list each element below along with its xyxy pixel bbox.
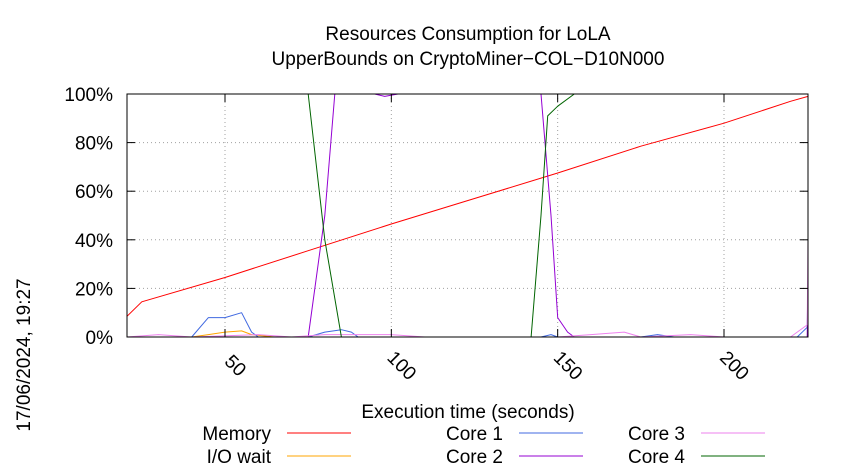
y-tick-label: 60% bbox=[75, 182, 113, 203]
y-tick-label: 100% bbox=[64, 85, 113, 106]
x-tick-label: 200 bbox=[715, 347, 752, 384]
series-line-core-4 bbox=[126, 93, 808, 338]
legend-label: Core 1 bbox=[446, 424, 503, 445]
series-layer bbox=[126, 93, 809, 338]
legend-label: Memory bbox=[202, 424, 271, 445]
legend-label: Core 2 bbox=[446, 447, 503, 468]
y-tick-label: 80% bbox=[75, 134, 113, 155]
x-tick-label: 100 bbox=[383, 347, 420, 384]
date-stamp: 17/06/2024, 19:27 bbox=[14, 278, 35, 431]
y-tick-label: 0% bbox=[86, 328, 114, 349]
x-tick-label: 50 bbox=[220, 351, 250, 381]
axis-ticks: 0% 20% 40% 60% 80% 100% 50 100 150 200 bbox=[64, 85, 808, 385]
plot-frame bbox=[126, 93, 809, 338]
y-tick-label: 40% bbox=[75, 231, 113, 252]
grid-lines bbox=[127, 94, 808, 337]
chart-title: Resources Consumption for LoLA bbox=[325, 24, 610, 45]
series-line-memory bbox=[126, 95, 809, 333]
series-line-core-1 bbox=[126, 278, 809, 338]
chart-subtitle: UpperBounds on CryptoMiner−COL−D10N000 bbox=[272, 49, 665, 70]
x-tick-label: 150 bbox=[549, 347, 586, 384]
series-line-core-2 bbox=[126, 93, 809, 338]
legend-label: Core 4 bbox=[628, 447, 685, 468]
legend-label: Core 3 bbox=[628, 424, 685, 445]
legend-label: I/O wait bbox=[207, 447, 272, 468]
x-axis-label: Execution time (seconds) bbox=[361, 402, 574, 423]
y-tick-label: 20% bbox=[75, 279, 113, 300]
